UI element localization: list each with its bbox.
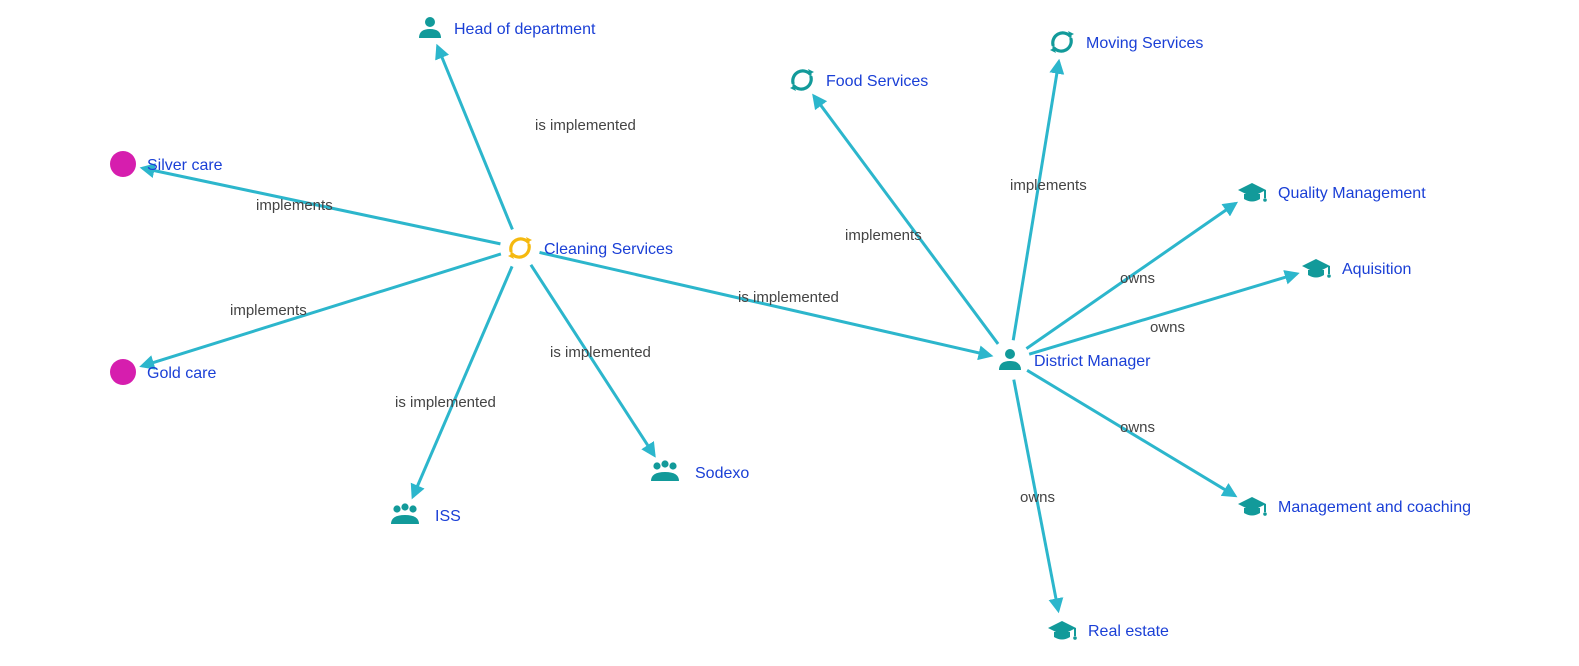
node-silver[interactable]: Silver care [110,151,223,177]
node-iss[interactable]: ISS [391,503,461,525]
edge [142,254,501,366]
node-moving[interactable]: Moving Services [1050,31,1203,53]
grad-icon [1048,621,1077,640]
person-icon [999,349,1021,370]
node-cleaning[interactable]: Cleaning Services [508,237,673,259]
edge-label: owns [1120,270,1155,287]
edge [1013,62,1059,341]
person-icon [419,17,441,38]
node-label: Management and coaching [1278,499,1471,516]
node-food[interactable]: Food Services [790,69,928,91]
dot-icon [110,151,136,177]
edge [1029,274,1297,354]
grad-icon [1302,259,1331,278]
node-label: Moving Services [1086,35,1203,52]
edge [438,47,513,230]
group-icon [391,503,419,524]
node-quality[interactable]: Quality Management [1238,183,1426,202]
node-mgmt[interactable]: Management and coaching [1238,497,1471,516]
edge [413,266,512,496]
node-layer: Cleaning Services Head of department Silve… [110,17,1471,640]
node-district[interactable]: District Manager [999,349,1151,370]
node-label: Cleaning Services [544,241,673,258]
edge-layer [142,47,1297,611]
edge-label: implements [230,302,307,319]
node-aquisition[interactable]: Aquisition [1302,259,1411,278]
node-gold[interactable]: Gold care [110,359,216,385]
node-label: Real estate [1088,623,1169,640]
node-head[interactable]: Head of department [419,17,596,38]
node-realestate[interactable]: Real estate [1048,621,1169,640]
edge-label-layer: is implemented implements implements is imp… [230,117,1185,506]
node-label: Head of department [454,21,596,38]
edge-label: is implemented [550,344,651,361]
node-label: District Manager [1034,353,1151,370]
edge-label: owns [1020,489,1055,506]
node-label: Food Services [826,73,928,90]
dot-icon [110,359,136,385]
edge-label: implements [1010,177,1087,194]
edge-label: owns [1120,419,1155,436]
edge-label: is implemented [395,394,496,411]
edge-label: is implemented [535,117,636,134]
node-sodexo[interactable]: Sodexo [651,460,749,482]
network-canvas: is implemented implements implements is imp… [0,0,1579,666]
cycle-icon [1050,31,1074,53]
cycle-icon [790,69,814,91]
node-label: Aquisition [1342,261,1411,278]
cycle-icon [508,237,532,259]
node-label: ISS [435,508,461,525]
edge-label: is implemented [738,289,839,306]
node-label: Sodexo [695,465,749,482]
grad-icon [1238,497,1267,516]
grad-icon [1238,183,1267,202]
node-label: Gold care [147,365,216,382]
edge-label: implements [256,197,333,214]
edge-label: owns [1150,319,1185,336]
edge [814,96,998,344]
group-icon [651,460,679,481]
edge-label: implements [845,227,922,244]
node-label: Quality Management [1278,185,1426,202]
node-label: Silver care [147,157,223,174]
